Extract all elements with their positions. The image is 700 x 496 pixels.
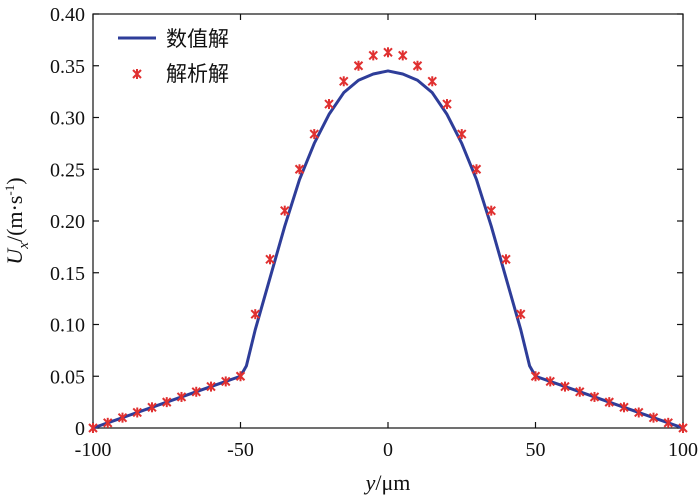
data-point-analytical — [280, 205, 290, 216]
data-point-analytical — [545, 376, 555, 387]
x-axis-unit: /μm — [375, 470, 410, 495]
y-tick-label: 0.10 — [50, 315, 85, 337]
y-tick-label: 0.20 — [50, 211, 85, 233]
data-point-analytical — [353, 60, 364, 71]
data-point-analytical — [103, 417, 113, 428]
data-point-analytical — [132, 407, 142, 418]
legend-label-analytical: 解析解 — [166, 62, 229, 86]
data-point-analytical — [398, 50, 408, 61]
x-tick-label: -50 — [227, 439, 254, 461]
data-point-analytical — [575, 386, 585, 397]
data-point-analytical — [339, 76, 349, 87]
y-tick-label: 0 — [75, 418, 85, 440]
data-point-analytical — [191, 386, 201, 397]
y-tick-label: 0.05 — [50, 366, 85, 388]
y-axis-unit: /(m·s — [2, 196, 27, 242]
data-point-analytical — [471, 164, 482, 175]
y-tick-label: 0.25 — [50, 159, 85, 181]
x-tick-label: 100 — [668, 439, 698, 461]
data-point-analytical — [383, 47, 393, 58]
data-point-analytical — [678, 423, 688, 433]
data-point-analytical — [648, 412, 659, 423]
y-axis-sub: x — [16, 242, 32, 250]
y-tick-label: 0.30 — [50, 108, 85, 130]
y-tick-label: 0.40 — [50, 4, 85, 26]
y-tick-label: 0.35 — [50, 56, 85, 78]
data-point-analytical — [117, 412, 128, 423]
y-axis-var: U — [2, 247, 27, 265]
data-point-analytical — [427, 76, 437, 87]
x-axis-title: y/μm — [364, 470, 411, 495]
series-line-numerical — [92, 69, 684, 430]
x-axis-var: y — [364, 470, 376, 495]
y-tick-label: 0.15 — [50, 263, 85, 285]
data-point-analytical — [501, 254, 511, 265]
series-layer — [88, 47, 688, 433]
x-tick-label: 50 — [526, 439, 546, 461]
data-point-analytical — [235, 371, 246, 382]
data-point-analytical — [442, 99, 452, 110]
data-point-analytical — [294, 164, 305, 175]
data-point-analytical — [530, 371, 541, 382]
y-axis-sup: -1 — [2, 185, 17, 196]
data-point-analytical — [176, 391, 187, 402]
x-tick-label: 0 — [383, 439, 393, 461]
tick-labels: -100 -50 0 50 100 0 0.05 0.10 0.15 0.20 0.25 0.30 0.… — [50, 4, 698, 461]
data-point-analytical — [486, 205, 496, 216]
legend-marker-swatch — [132, 69, 142, 79]
data-point-analytical — [516, 309, 526, 320]
data-point-analytical — [309, 129, 319, 140]
legend-label-numerical: 数值解 — [166, 27, 229, 51]
data-point-analytical — [604, 397, 614, 408]
y-axis-close: ) — [2, 177, 27, 184]
data-point-analytical — [634, 407, 644, 418]
data-point-analytical — [162, 397, 172, 408]
data-point-analytical — [206, 381, 216, 392]
data-point-analytical — [589, 391, 600, 402]
data-point-analytical — [250, 309, 260, 320]
data-point-analytical — [663, 417, 673, 428]
data-point-analytical — [412, 60, 423, 71]
data-point-analytical — [147, 402, 157, 413]
data-point-analytical — [560, 381, 570, 392]
data-point-analytical — [88, 423, 98, 433]
legend: 数值解 解析解 — [118, 27, 229, 86]
data-point-analytical — [619, 402, 629, 413]
data-point-analytical — [368, 50, 378, 61]
data-point-analytical — [265, 254, 275, 265]
y-axis-title: Ux/(m·s-1) — [2, 177, 32, 264]
data-point-analytical — [324, 99, 334, 110]
data-point-analytical — [457, 129, 467, 140]
data-point-analytical — [221, 376, 231, 387]
x-tick-label: -100 — [75, 439, 112, 461]
